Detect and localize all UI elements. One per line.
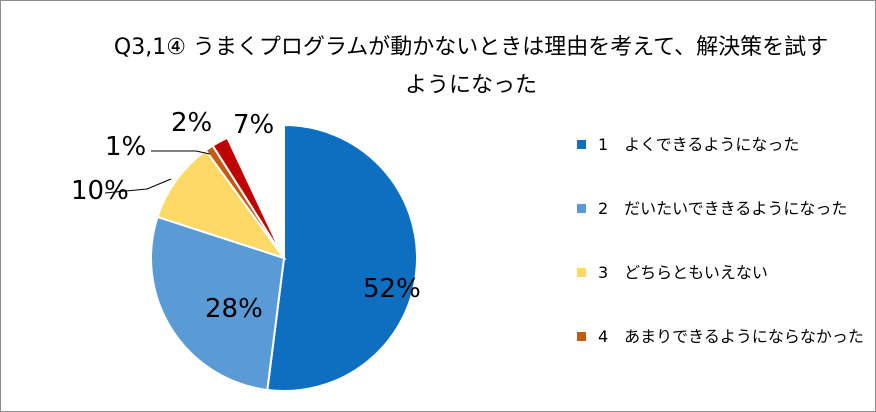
pie-slice-1 <box>266 123 418 392</box>
data-label-1: 52% <box>363 274 421 304</box>
legend-label: 4 あまりできるようにならなかった <box>598 327 864 346</box>
legend-item-2: 2 だいたいでききるようになった <box>577 199 847 219</box>
legend-swatch <box>577 140 586 149</box>
legend-item-1: 1 よくできるようになった <box>577 135 799 155</box>
data-label-3: 10% <box>71 176 129 206</box>
data-label-6: 7% <box>233 110 274 140</box>
chart-title-line-2: ようになった <box>404 73 537 98</box>
data-label-4: 1% <box>105 132 146 162</box>
data-label-5: 2% <box>171 108 212 138</box>
leader-line-3 <box>104 178 172 194</box>
legend-item-3: 3 どちらともいえない <box>577 263 768 283</box>
legend-item-4: 4 あまりできるようにならなかった <box>577 327 864 347</box>
chart-title-line-1: Q3,1④ うまくプログラムが動かないときは理由を考えて、解決策を試す <box>113 35 829 60</box>
leader-line-4 <box>151 150 211 155</box>
pie-slice-2 <box>150 215 286 392</box>
legend-label: 2 だいたいでききるようになった <box>598 199 848 218</box>
pie-slice-3 <box>156 149 287 260</box>
legend-label: 3 どちらともいえない <box>598 263 768 282</box>
legend-label: 1 よくできるようになった <box>598 135 800 154</box>
legend-swatch <box>577 332 586 341</box>
legend-swatch <box>577 204 586 213</box>
pie-slice-6 <box>226 123 285 259</box>
data-label-2: 28% <box>205 294 263 324</box>
legend-swatch <box>577 268 586 277</box>
